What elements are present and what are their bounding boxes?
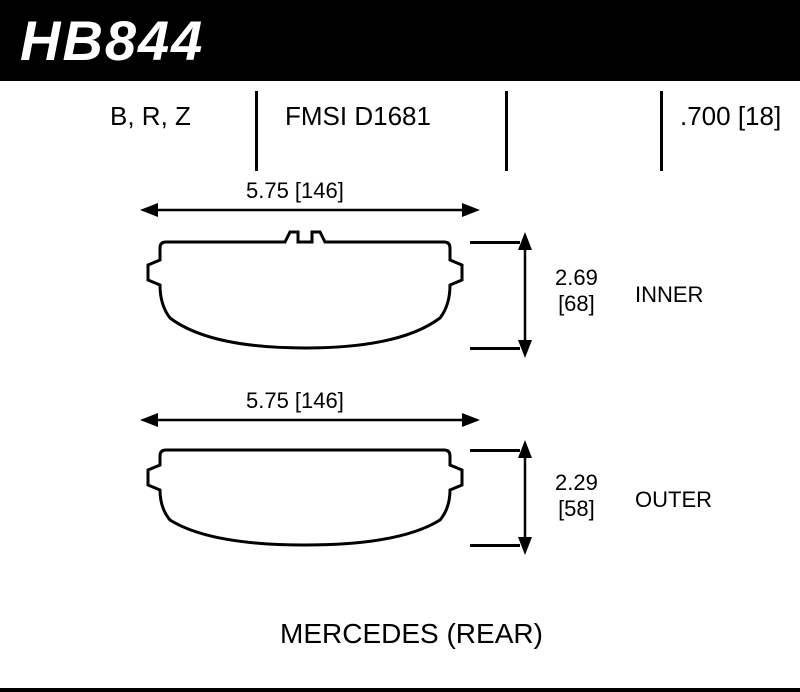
inner-label: INNER [635, 282, 703, 308]
outer-ext-bot [470, 544, 520, 547]
inner-height-arrow [510, 230, 540, 360]
inner-ext-top [470, 241, 520, 244]
spec-divider-3 [660, 91, 663, 171]
part-number-header: HB844 [0, 0, 800, 81]
footer-text: MERCEDES (REAR) [280, 618, 543, 650]
outer-height-arrow [510, 440, 540, 555]
outer-height-label: 2.29 [58] [555, 470, 598, 522]
inner-ext-bot [470, 347, 520, 350]
outer-label: OUTER [635, 487, 712, 513]
spec-divider-2 [505, 91, 508, 171]
inner-width-label: 5.75 [146] [240, 178, 350, 204]
thickness-text: .700 [18] [680, 101, 781, 132]
part-number: HB844 [20, 9, 204, 72]
compounds-text: B, R, Z [110, 101, 191, 132]
outer-ext-top [470, 449, 520, 452]
spec-divider-1 [255, 91, 258, 171]
fmsi-text: FMSI D1681 [285, 101, 431, 132]
inner-height-label: 2.69 [68] [555, 265, 598, 317]
outer-width-label: 5.75 [146] [240, 388, 350, 414]
inner-pad-icon [140, 230, 480, 360]
outer-pad-icon [140, 440, 480, 555]
bottom-rule [0, 688, 800, 692]
spec-row: B, R, Z FMSI D1681 .700 [18] [0, 91, 800, 151]
